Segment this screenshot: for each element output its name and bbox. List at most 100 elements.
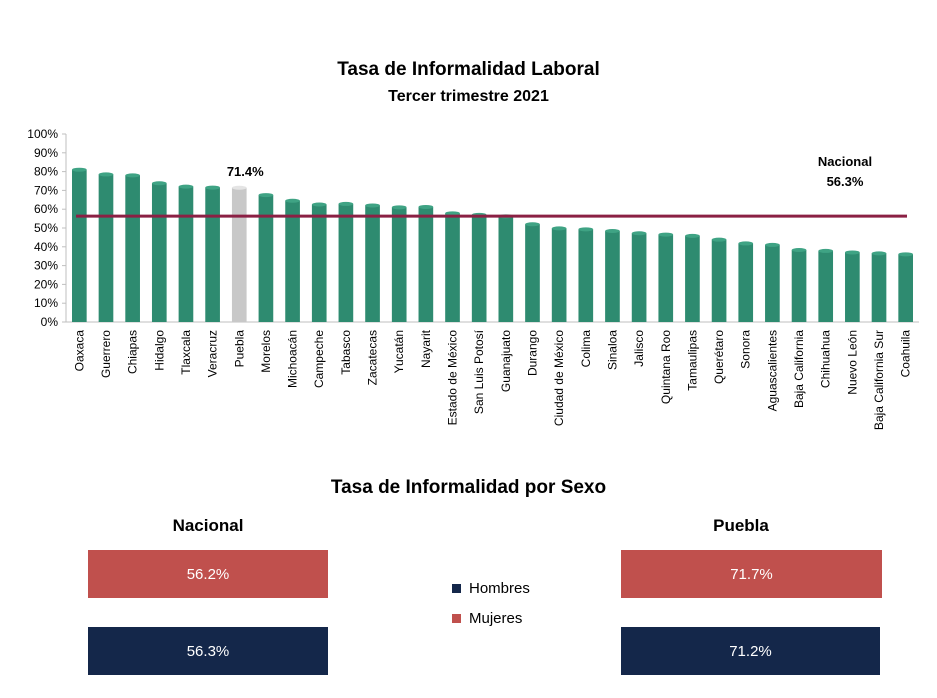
bar-cap bbox=[71, 167, 87, 172]
bar-san-luis-potosí bbox=[471, 214, 487, 322]
bar-tabasco bbox=[338, 203, 354, 322]
bar-cap bbox=[258, 193, 274, 198]
bar-cap bbox=[391, 205, 407, 210]
x-tick-label: Puebla bbox=[232, 330, 246, 368]
y-tick-label: 40% bbox=[34, 240, 58, 254]
bar-cap bbox=[338, 201, 354, 206]
x-tick-label: Tlaxcala bbox=[179, 330, 193, 375]
bar-campeche bbox=[311, 204, 327, 322]
nacional-panel-title: Nacional bbox=[172, 516, 244, 535]
bar-cap bbox=[738, 241, 754, 246]
y-tick-label: 60% bbox=[34, 202, 58, 216]
bar-cap bbox=[125, 173, 140, 178]
bar-tamaulipas bbox=[685, 235, 700, 322]
x-tick-label: Ciudad de México bbox=[552, 330, 566, 426]
y-tick-label: 90% bbox=[34, 146, 58, 160]
bar-durango bbox=[525, 224, 540, 322]
x-tick-label: Oaxaca bbox=[72, 330, 86, 372]
y-tick-label: 70% bbox=[34, 183, 58, 197]
bar-cap bbox=[445, 211, 460, 216]
bar-cap bbox=[285, 198, 300, 203]
y-tick-label: 20% bbox=[34, 277, 58, 291]
nacional-hombres-bar: 56.3% bbox=[88, 627, 328, 675]
y-tick-label: 30% bbox=[34, 259, 58, 273]
bar-cap bbox=[818, 248, 834, 253]
x-tick-label: Veracruz bbox=[206, 330, 220, 377]
legend-mujeres-label: Mujeres bbox=[469, 610, 523, 627]
puebla-hombres-value: 71.2% bbox=[729, 642, 772, 660]
x-tick-label: Hidalgo bbox=[152, 330, 166, 371]
y-tick-label: 50% bbox=[34, 221, 58, 235]
bar-puebla bbox=[231, 187, 247, 322]
bar-baja-california bbox=[791, 249, 807, 322]
bar-cap bbox=[711, 237, 727, 242]
x-tick-label: Tabasco bbox=[339, 330, 353, 375]
bar-querétaro bbox=[711, 239, 727, 322]
puebla-mujeres-value: 71.7% bbox=[730, 565, 773, 583]
bar-colima bbox=[578, 229, 594, 322]
bar-oaxaca bbox=[71, 169, 87, 322]
bar-cap bbox=[311, 202, 327, 207]
bar-cap bbox=[365, 203, 380, 208]
sex-chart-title: Tasa de Informalidad por Sexo bbox=[330, 477, 607, 498]
puebla-mujeres-bar: 71.7% bbox=[621, 550, 882, 598]
x-tick-label: Estado de México bbox=[446, 330, 460, 426]
bar-guerrero bbox=[98, 174, 114, 322]
y-tick-label: 10% bbox=[34, 296, 58, 310]
x-tick-label: Querétaro bbox=[712, 330, 726, 384]
bar-baja-california-sur bbox=[871, 253, 887, 322]
bar-coahuila bbox=[898, 254, 914, 322]
x-tick-label: Guanajuato bbox=[499, 330, 513, 392]
bar-michoacán bbox=[285, 200, 300, 322]
x-tick-label: Quintana Roo bbox=[659, 330, 673, 404]
bar-cap bbox=[605, 229, 620, 234]
bar-cap bbox=[845, 250, 860, 255]
bar-ciudad-de-méxico bbox=[551, 228, 567, 322]
y-tick-label: 80% bbox=[34, 165, 58, 179]
bar-cap bbox=[631, 231, 647, 236]
bar-cap bbox=[578, 227, 594, 232]
bar-veracruz bbox=[205, 187, 220, 322]
x-tick-label: Zacatecas bbox=[366, 330, 380, 385]
bar-zacatecas bbox=[365, 205, 380, 322]
bar-cap bbox=[791, 247, 807, 252]
x-tick-label: Durango bbox=[525, 330, 539, 376]
x-tick-label: Guerrero bbox=[99, 330, 113, 378]
bar-cap bbox=[151, 181, 167, 186]
x-tick-label: Sonora bbox=[739, 330, 753, 369]
bar-sinaloa bbox=[605, 231, 620, 322]
x-tick-label: Nuevo León bbox=[845, 330, 859, 395]
bar-jalisco bbox=[631, 233, 647, 322]
legend-mujeres-swatch bbox=[452, 614, 461, 623]
x-tick-label: Michoacán bbox=[286, 330, 300, 388]
x-tick-label: Sinaloa bbox=[605, 330, 619, 370]
nacional-mujeres-bar: 56.2% bbox=[88, 550, 328, 598]
bar-hidalgo bbox=[151, 183, 167, 322]
x-tick-label: Aguascalientes bbox=[765, 330, 779, 411]
bar-cap bbox=[525, 222, 540, 227]
bar-nayarit bbox=[418, 206, 434, 322]
bar-nuevo-león bbox=[845, 252, 860, 322]
bar-cap bbox=[871, 251, 887, 256]
nacional-mujeres-value: 56.2% bbox=[186, 565, 230, 583]
bar-morelos bbox=[258, 195, 274, 322]
chart-title: Tasa de Informalidad Laboral bbox=[337, 59, 600, 80]
legend-hombres-label: Hombres bbox=[469, 580, 530, 597]
x-axis-labels: Oaxaca Guerrero Chiapas Hidalgo Tlaxcala Vera… bbox=[72, 329, 912, 430]
bar-cap bbox=[98, 172, 114, 177]
bar-sonora bbox=[738, 243, 754, 322]
bar-cap bbox=[178, 184, 194, 189]
bars bbox=[71, 167, 914, 322]
chart-subtitle: Tercer trimestre 2021 bbox=[388, 88, 549, 105]
x-tick-label: Baja California bbox=[792, 330, 806, 408]
legend-hombres-swatch bbox=[452, 584, 461, 593]
y-tick-label: 100% bbox=[27, 127, 58, 141]
bar-chihuahua bbox=[818, 250, 834, 322]
y-tick-label: 0% bbox=[41, 315, 59, 329]
x-tick-label: Coahuila bbox=[899, 330, 913, 378]
bar-cap bbox=[418, 204, 434, 209]
x-tick-label: San Luis Potosí bbox=[472, 329, 486, 414]
bar-quintana-roo bbox=[658, 234, 674, 322]
legend-hombres: Hombres bbox=[452, 580, 530, 597]
bar-cap bbox=[205, 185, 220, 190]
